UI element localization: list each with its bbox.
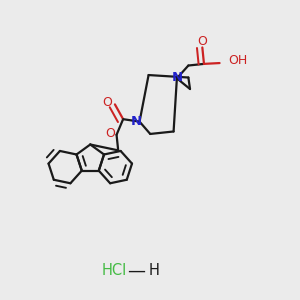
Text: O: O [103,96,112,110]
Text: H: H [149,263,160,278]
Text: N: N [172,70,183,84]
Text: OH: OH [229,54,248,67]
Text: HCl: HCl [101,263,127,278]
Text: N: N [131,115,142,128]
Text: O: O [197,35,207,48]
Text: —: — [128,262,146,280]
Text: O: O [105,127,115,140]
